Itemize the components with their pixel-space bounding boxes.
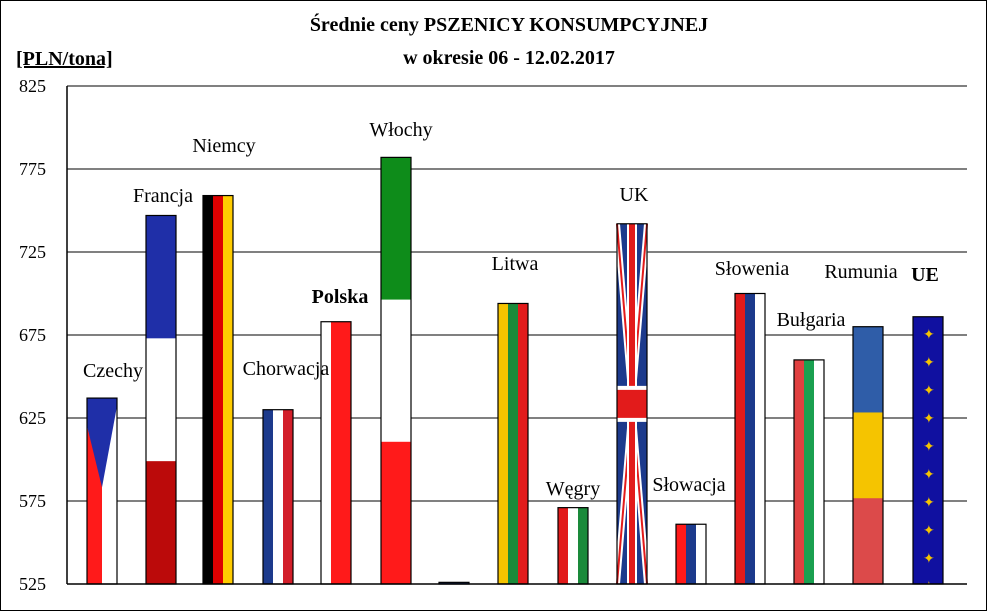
y-tick-625: 625 <box>19 408 46 428</box>
label-Bułgaria: Bułgaria <box>777 309 846 331</box>
bar-Słowacja <box>675 523 707 585</box>
label-Niemcy: Niemcy <box>192 135 255 157</box>
bar-Chorwacja <box>262 409 294 585</box>
label-Czechy: Czechy <box>83 360 143 382</box>
y-tick-725: 725 <box>19 242 46 262</box>
category-labels: Czechy Francja Niemcy Chorwacja Polska Włochy… <box>83 119 939 500</box>
label-Francja: Francja <box>133 185 193 207</box>
chart-title: Średnie ceny PSZENICY KONSUMPCYJNEJ <box>310 12 708 36</box>
y-tick-525: 525 <box>19 574 46 594</box>
bar-Litwa <box>497 302 529 585</box>
y-tick-labels: 525 575 625 675 725 775 825 <box>19 76 46 594</box>
label-Rumunia: Rumunia <box>824 261 897 283</box>
label-Polska: Polska <box>312 286 369 308</box>
bar-Słowenia <box>734 292 766 585</box>
label-UK: UK <box>620 184 649 206</box>
bar-Węgry <box>557 507 589 585</box>
label-Włochy: Włochy <box>369 119 432 141</box>
label-Słowacja: Słowacja <box>652 474 725 496</box>
bar-UE <box>912 316 944 585</box>
y-tick-775: 775 <box>19 159 46 179</box>
bar-Czechy <box>86 397 118 585</box>
y-tick-825: 825 <box>19 76 46 96</box>
bar-UK <box>614 223 650 585</box>
y-axis-label: [PLN/tona] <box>16 48 113 70</box>
label-Węgry: Węgry <box>546 478 600 500</box>
bar-Rumunia <box>852 326 884 585</box>
label-Litwa: Litwa <box>492 253 539 275</box>
bar-Włochy <box>380 156 412 585</box>
chart-subtitle: w okresie 06 - 12.02.2017 <box>403 47 615 69</box>
bar-Francja <box>145 214 177 585</box>
bar-Niemcy <box>202 194 234 585</box>
label-Chorwacja: Chorwacja <box>243 358 330 380</box>
label-Słowenia: Słowenia <box>715 258 790 280</box>
y-tick-575: 575 <box>19 491 46 511</box>
label-UE: UE <box>911 264 939 286</box>
bars <box>86 156 944 585</box>
y-tick-675: 675 <box>19 325 46 345</box>
bar-Bułgaria <box>793 359 825 585</box>
